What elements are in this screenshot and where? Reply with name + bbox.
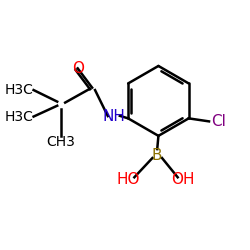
Text: H3C: H3C <box>4 110 33 124</box>
Text: OH: OH <box>171 172 194 187</box>
Text: H3C: H3C <box>4 83 33 97</box>
Text: Cl: Cl <box>212 114 226 129</box>
Text: O: O <box>72 61 84 76</box>
Text: HO: HO <box>116 172 140 187</box>
Text: B: B <box>152 148 162 162</box>
Text: CH3: CH3 <box>46 135 75 149</box>
Text: NH: NH <box>102 109 125 124</box>
